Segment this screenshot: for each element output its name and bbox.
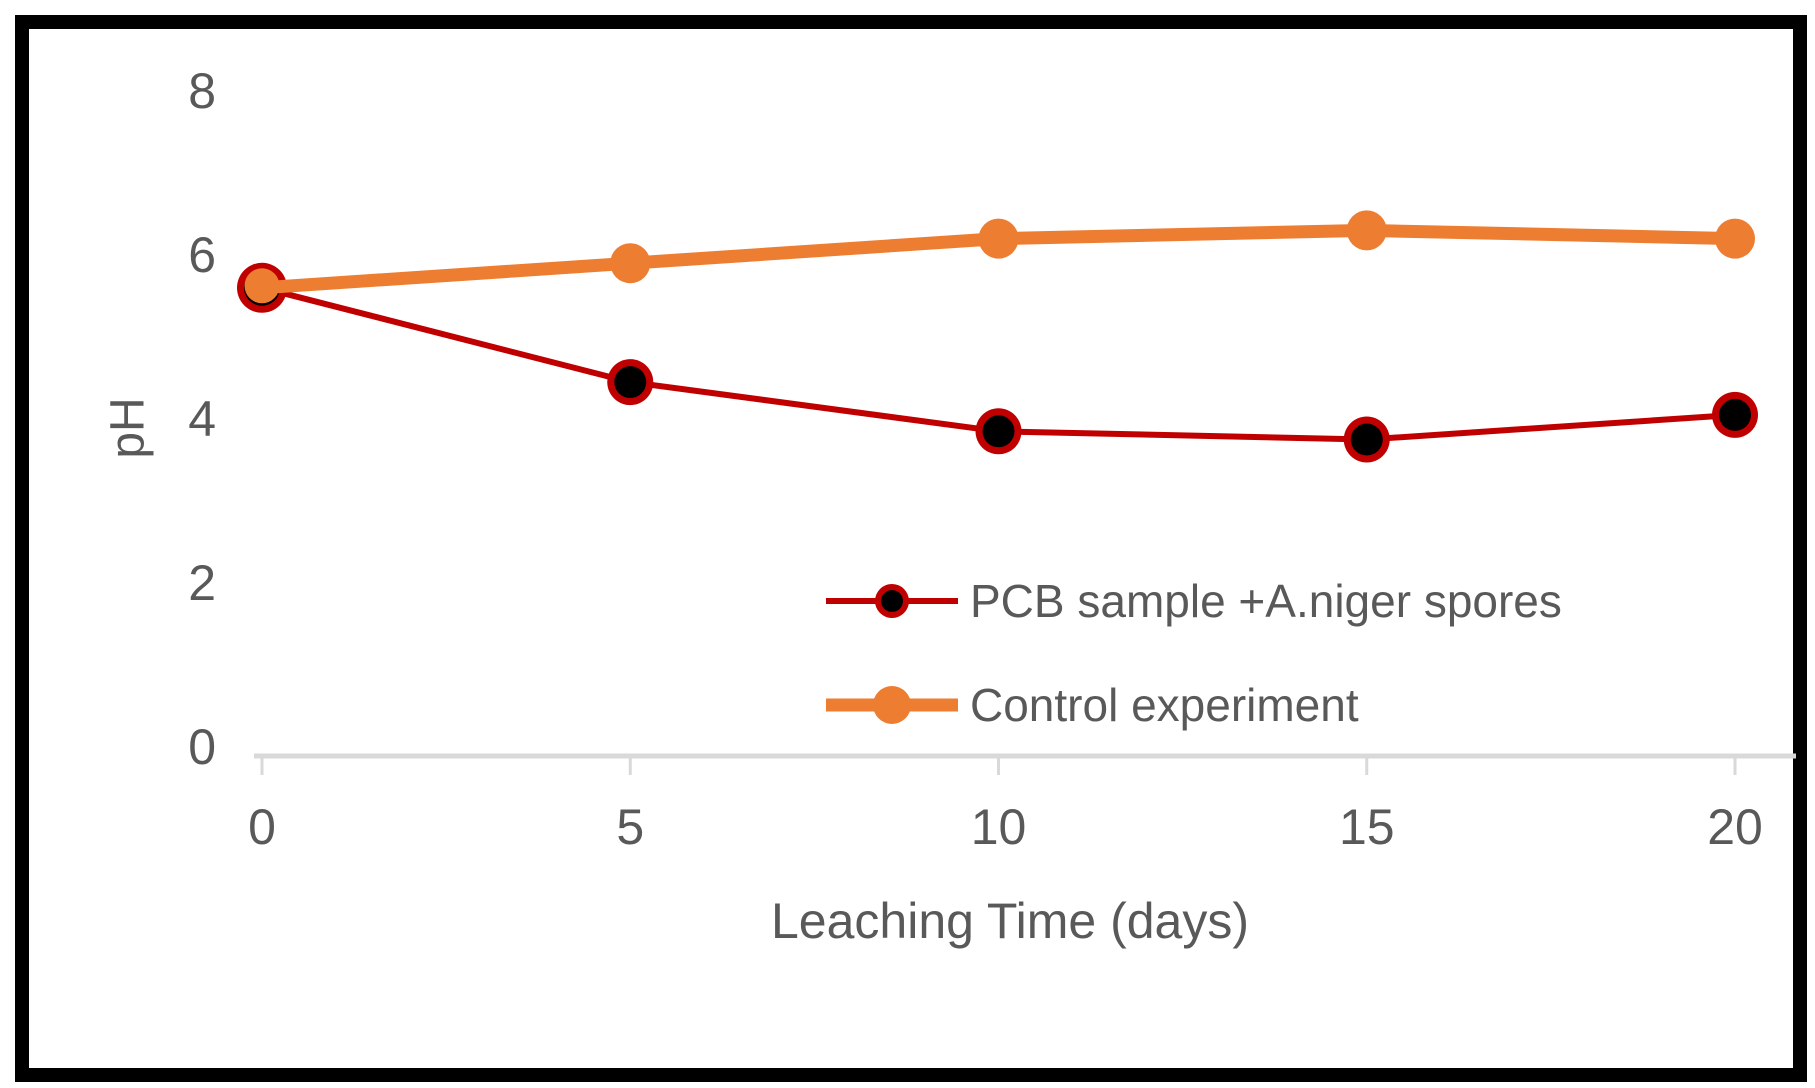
y-tick-label: 0: [188, 719, 216, 775]
x-tick-label: 5: [616, 799, 644, 855]
series-pcb-marker: [1350, 423, 1383, 456]
y-tick-label: 6: [188, 227, 216, 283]
series-control-marker: [978, 218, 1019, 259]
y-tick-label: 4: [188, 391, 216, 447]
legend-item-control: Control experiment: [822, 670, 1359, 740]
series-control-marker: [610, 243, 651, 284]
y-tick-label: 8: [188, 63, 216, 119]
y-axis-title: pH: [101, 397, 155, 459]
y-tick-label: 2: [188, 555, 216, 611]
legend-label-control: Control experiment: [970, 679, 1359, 731]
series-control-marker: [244, 268, 280, 304]
series-pcb-marker: [982, 415, 1015, 448]
legend-label-pcb-sample: PCB sample +A.niger spores: [970, 575, 1562, 627]
legend-key-pcb-line-marker-icon: [826, 584, 958, 618]
series-control-marker: [1346, 210, 1387, 251]
x-tick-label: 10: [971, 799, 1027, 855]
chart-frame: [15, 15, 1807, 1082]
series-control-marker: [1715, 218, 1755, 259]
x-axis-title: Leaching Time (days): [770, 893, 1250, 949]
legend-item-pcb-sample: PCB sample +A.niger spores: [822, 566, 1562, 636]
x-tick-label: 15: [1339, 799, 1395, 855]
series-pcb-marker: [1719, 398, 1751, 431]
series-pcb-marker: [614, 366, 647, 399]
x-tick-label: 0: [248, 799, 276, 855]
x-tick-label: 20: [1707, 799, 1763, 855]
legend-key-control-line-marker-icon: [826, 686, 958, 724]
